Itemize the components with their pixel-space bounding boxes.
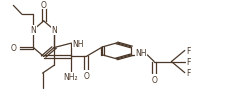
Text: F: F [186,58,190,66]
Text: O: O [151,75,156,84]
Text: F: F [186,46,190,55]
Text: NH: NH [135,49,146,58]
Text: NH₂: NH₂ [63,72,78,81]
Text: O: O [41,1,46,10]
Text: N: N [30,26,36,35]
Text: N: N [51,26,57,35]
Text: NH: NH [72,39,83,48]
Text: O: O [11,44,17,53]
Text: F: F [186,69,190,78]
Text: O: O [83,71,89,80]
